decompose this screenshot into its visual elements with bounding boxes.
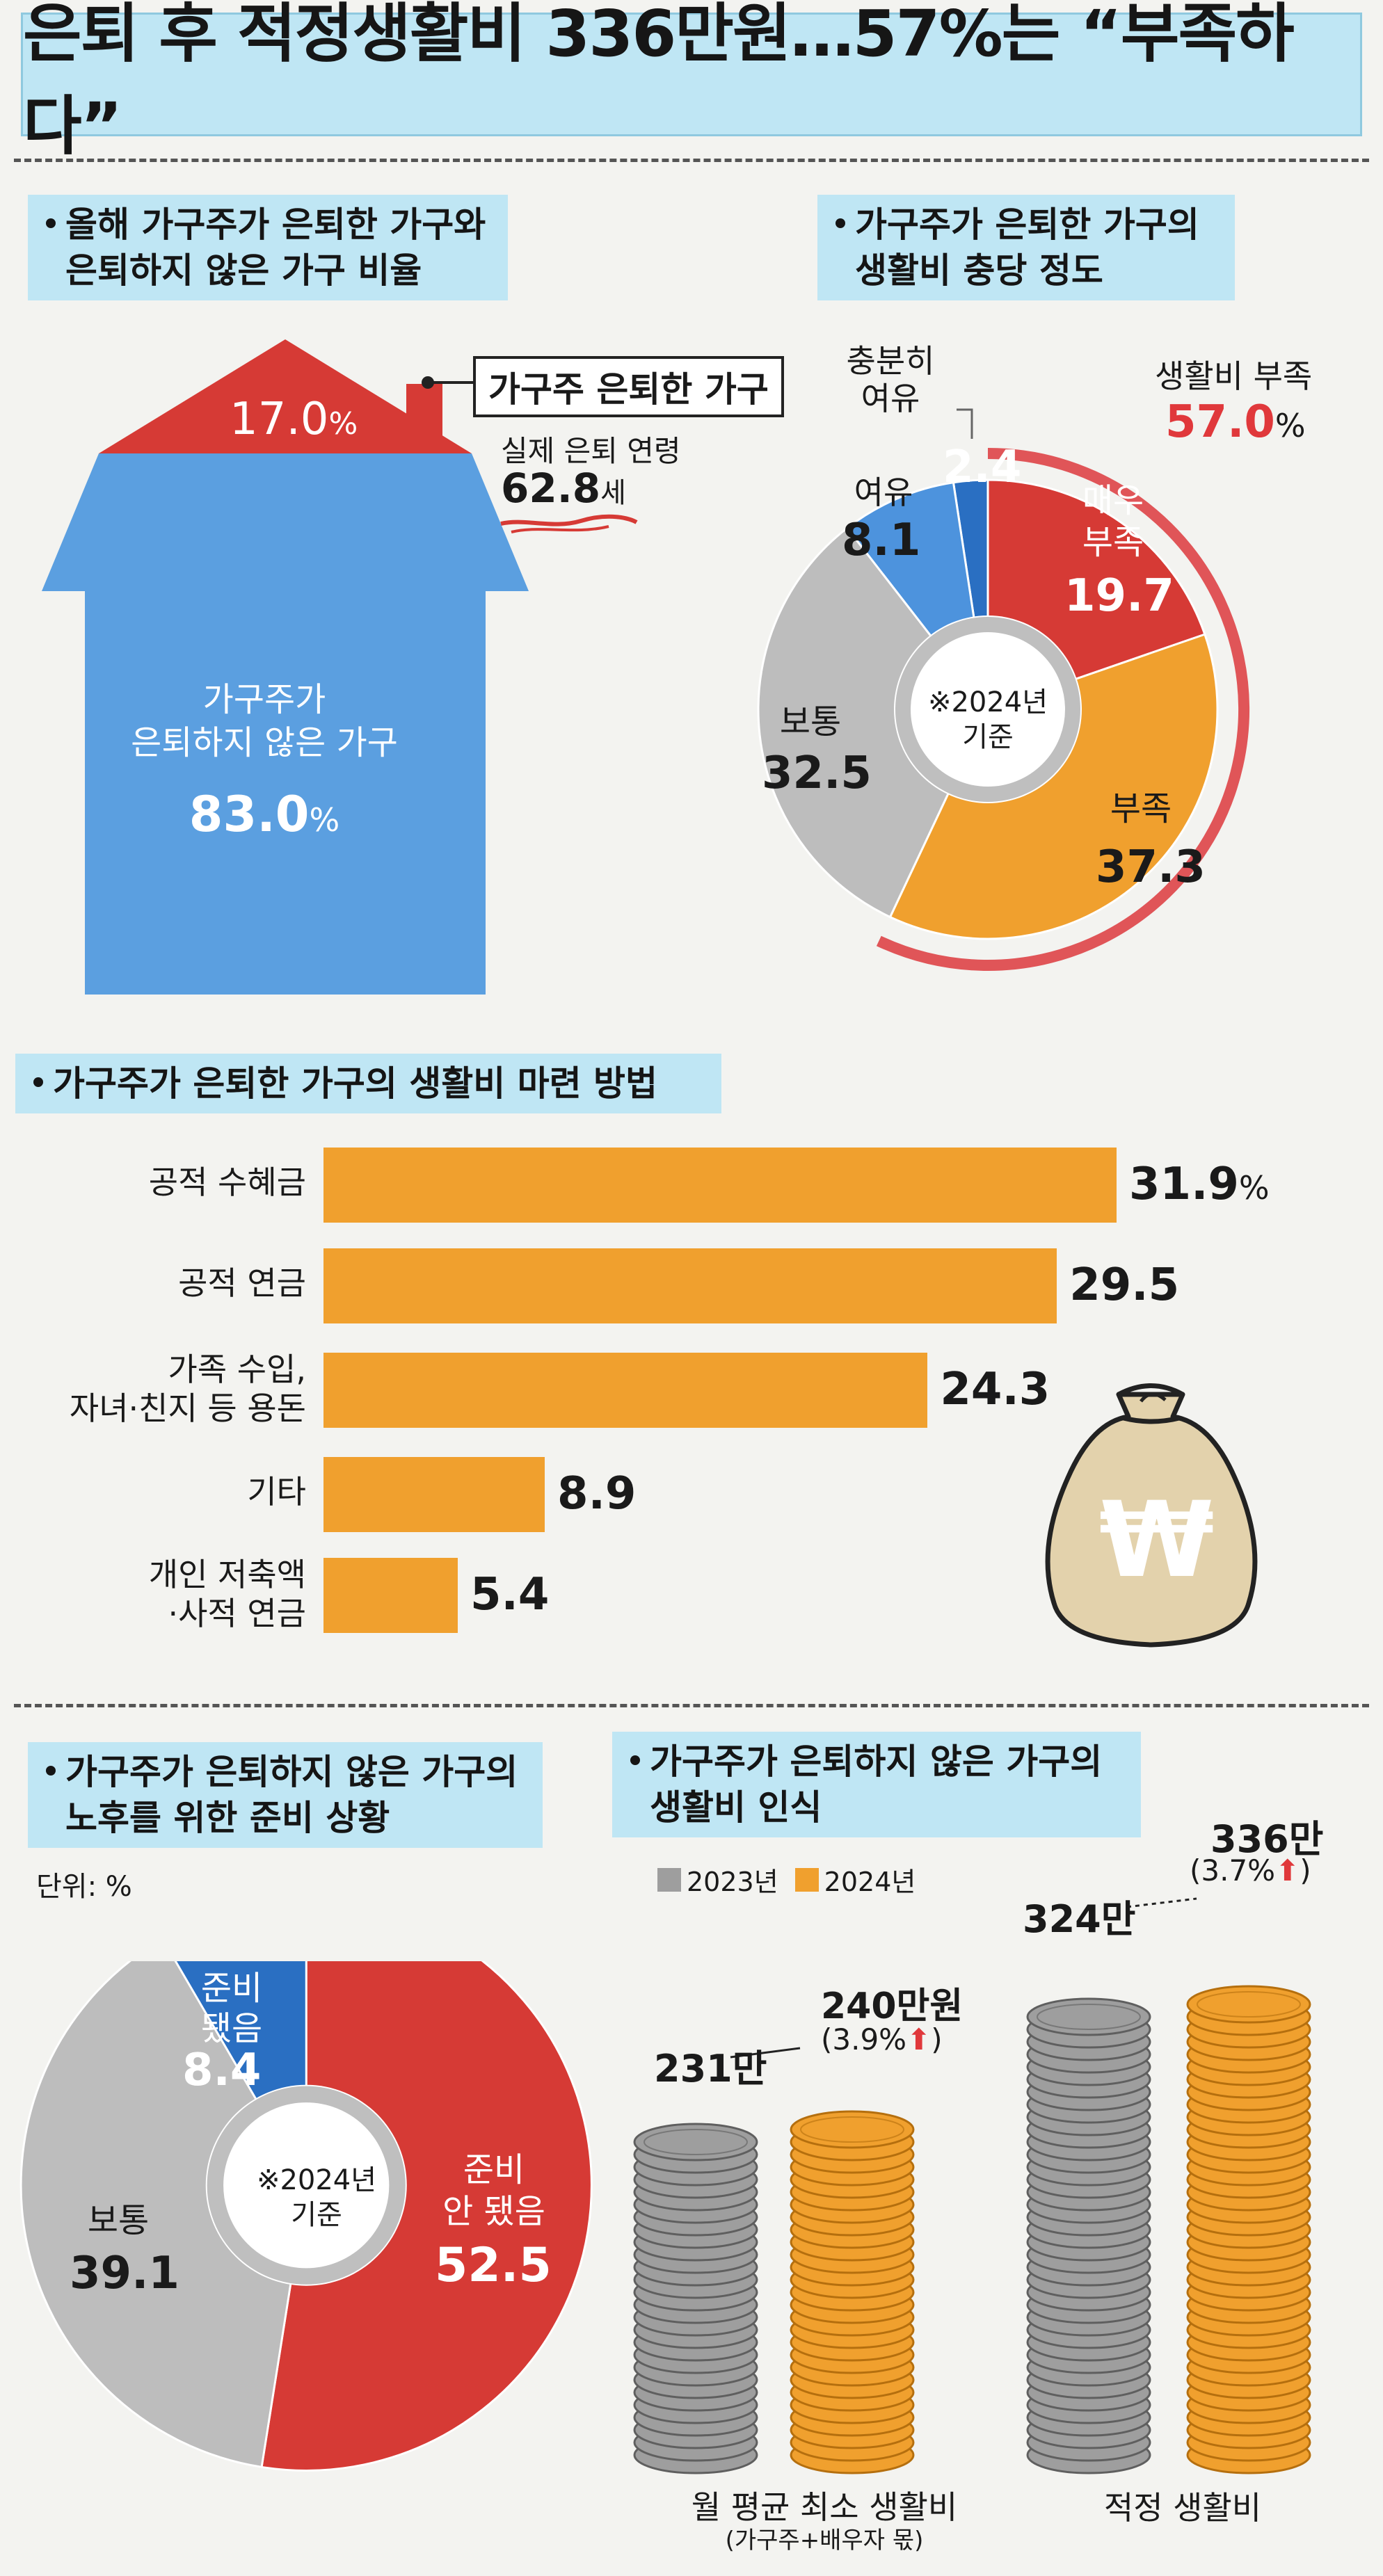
not-retired-value: 83.0%	[189, 786, 340, 843]
page-title: 은퇴 후 적정생활비 336만원…57%는 “부족하다”	[21, 0, 1362, 163]
normal2-value: 39.1	[70, 2248, 179, 2299]
age-underline	[500, 514, 638, 533]
bar-value-4: 8.9	[557, 1468, 637, 1520]
donut1-section-title: 가구주가 은퇴한 가구의 생활비 충당 정도	[817, 195, 1235, 300]
coin-stack-3	[1026, 1997, 1151, 2474]
ready-value: 8.4	[182, 2045, 262, 2096]
shortage-value: 57.0%	[1165, 396, 1306, 448]
donut1-slice-3	[757, 526, 989, 919]
money-bag-icon	[1045, 1383, 1258, 1648]
short-value: 37.3	[1096, 842, 1206, 893]
bars-section-title: 가구주가 은퇴한 가구의 생활비 마련 방법	[15, 1054, 721, 1113]
donut2-slice-2	[19, 1961, 307, 2468]
adequate-caption: 적정 생활비	[1103, 2489, 1262, 2527]
normal1-label: 보통	[779, 702, 842, 741]
coin-chart	[633, 1897, 1311, 2474]
shortage-label: 생활비 부족	[1155, 357, 1313, 395]
not-ready-value: 52.5	[435, 2238, 552, 2293]
bar-label-3: 가족 수입, 자녀·친지 등 용돈	[69, 1351, 306, 1427]
short-label: 부족	[1110, 789, 1172, 828]
house-body	[85, 584, 486, 995]
house-chimney	[406, 384, 442, 460]
donut1-slice-2	[888, 633, 1219, 940]
actual-age-label: 실제 은퇴 연령	[501, 434, 681, 468]
plenty-value: 2.4	[943, 442, 1022, 493]
divider	[14, 1704, 1369, 1707]
very-short-value: 19.7	[1064, 570, 1174, 622]
coin-stack-1	[633, 2123, 758, 2474]
shortage-arc	[876, 448, 1249, 971]
legend: 2023년 2024년	[657, 1860, 916, 1899]
donut2-slice-1	[260, 1961, 593, 2472]
donut2-center: ※2024년 기준	[256, 2164, 377, 2231]
bar-value-5: 5.4	[470, 1569, 550, 1620]
normal2-label: 보통	[87, 2201, 150, 2240]
adequate-2023-value: 324만	[1023, 1897, 1136, 1941]
coins-section-title: 가구주가 은퇴하지 않은 가구의 생활비 인식	[612, 1732, 1141, 1837]
bar-value-3: 24.3	[940, 1364, 1050, 1415]
bar-value-2: 29.5	[1069, 1259, 1180, 1311]
bar-1	[323, 1148, 1117, 1223]
donut1-chart	[757, 448, 1249, 971]
donut2-slice-3	[174, 1961, 307, 2189]
bar-chart: 공적 수혜금 31.9% 공적 연금 29.5 가족 수입, 자녀·친지 등 용돈 24.3…	[0, 1141, 1383, 1655]
adequate-change: (3.7%⬆)	[1190, 1853, 1311, 1887]
bar-label-1: 공적 수혜금	[148, 1164, 306, 1201]
donut2-chart	[19, 1961, 593, 2472]
bar-5	[323, 1558, 458, 1633]
up-arrow-icon: ⬆	[906, 2022, 932, 2056]
coin-stack-2	[790, 2110, 915, 2474]
min-2024-value: 240만원	[821, 1986, 964, 2027]
donut1-center: ※2024년 기준	[927, 686, 1048, 753]
not-retired-label: 가구주가 은퇴하지 않은 가구	[131, 680, 398, 762]
normal1-value: 32.5	[762, 748, 872, 799]
ready-label: 준비 됐음	[200, 1969, 263, 2048]
up-arrow-icon: ⬆	[1275, 1853, 1300, 1887]
bar-label-4: 기타	[247, 1473, 306, 1511]
not-ready-label: 준비 안 됐음	[442, 2150, 545, 2231]
adequate-2024-value: 336만	[1210, 1817, 1324, 1861]
coin-stack-4	[1186, 1985, 1311, 2474]
unit-label: 단위: %	[36, 1871, 132, 1903]
legend-2024-swatch	[794, 1867, 819, 1892]
plenty-label: 충분히 여유	[846, 342, 935, 417]
retired-label: 가구주 은퇴한 가구	[473, 356, 784, 417]
retired-value: 17.0%	[230, 394, 358, 445]
legend-2023-swatch	[657, 1867, 681, 1892]
money-symbol: ₩	[1099, 1480, 1215, 1601]
bar-2	[323, 1248, 1057, 1323]
bar-label-2: 공적 연금	[178, 1264, 306, 1302]
bar-4	[323, 1457, 545, 1532]
min-change: (3.9%⬆)	[821, 2022, 943, 2056]
donut2-section-title: 가구주가 은퇴하지 않은 가구의 노후를 위한 준비 상황	[28, 1742, 543, 1848]
bar-3	[323, 1353, 928, 1428]
divider	[14, 159, 1369, 162]
house-roof	[99, 339, 472, 453]
min-2023-value: 231만	[654, 2047, 767, 2091]
house-graphic	[42, 339, 529, 995]
spare-value: 8.1	[842, 515, 921, 566]
bar-value-1: 31.9%	[1129, 1159, 1270, 1210]
house-section-title: 올해 가구주가 은퇴한 가구와 은퇴하지 않은 가구 비율	[28, 195, 508, 300]
actual-age: 62.8세	[501, 465, 626, 512]
min-caption: 월 평균 최소 생활비 (가구주+배우자 몫)	[691, 2488, 958, 2554]
spare-label: 여유	[854, 474, 913, 511]
bar-label-5: 개인 저축액 ·사적 연금	[148, 1556, 306, 1632]
very-short-label: 매우 부족	[1082, 481, 1144, 562]
